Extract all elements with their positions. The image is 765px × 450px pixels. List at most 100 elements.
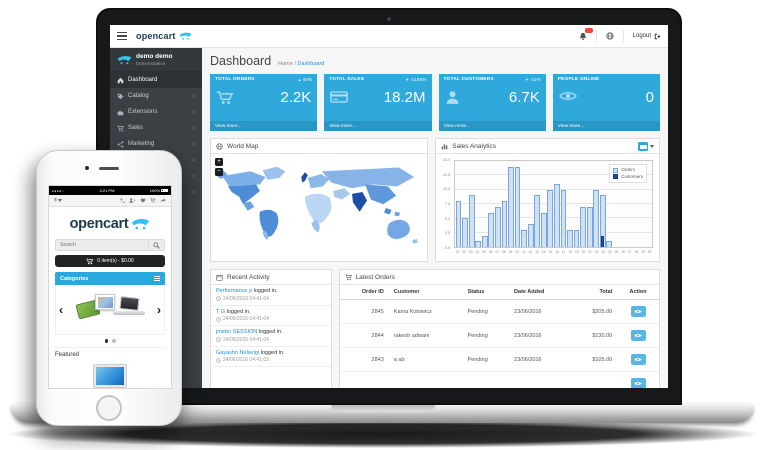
account-icon[interactable]	[129, 198, 136, 203]
share-icon	[117, 140, 124, 148]
activity-user-link[interactable]: jmeter SESSION	[216, 329, 258, 335]
x-axis-tick: 25	[614, 250, 619, 254]
map-zoom-in-button[interactable]: +	[215, 158, 223, 166]
wishlist-heart-icon[interactable]	[140, 198, 146, 203]
eye-icon	[634, 334, 642, 337]
currency-dropdown[interactable]: $	[54, 198, 63, 203]
activity-user-link[interactable]: Performance p	[216, 288, 253, 294]
sidebar-item-catalog[interactable]: Catalog ›	[110, 88, 202, 104]
eye-icon	[634, 358, 642, 361]
sales-chart-ylabels: 0.0 2.5 5.0 7.5 10.0 12.5 15.0	[436, 158, 452, 250]
activity-user-link[interactable]: T G	[216, 308, 226, 315]
carousel-next-button[interactable]: ›	[157, 302, 161, 317]
pagination-dot-active[interactable]	[104, 339, 108, 343]
chart-range-button[interactable]	[638, 141, 654, 151]
orders-bar	[462, 218, 468, 247]
sidebar-item-hidden-3[interactable]: ›	[110, 184, 202, 200]
y-axis-tick: 5.0	[444, 216, 451, 221]
view-order-button[interactable]	[630, 330, 646, 341]
legend-swatch-orders	[613, 167, 619, 173]
alerts-badge	[584, 27, 593, 33]
logout-button[interactable]: Logout	[633, 33, 661, 40]
x-axis-tick: 06	[488, 250, 493, 254]
panel-title: World Map	[227, 142, 259, 150]
product-image	[119, 296, 140, 312]
featured-product[interactable]	[49, 363, 171, 388]
kpi-people-online[interactable]: PEOPLE ONLINE 0 View more...	[552, 74, 660, 131]
breadcrumb-home[interactable]: Home	[278, 61, 293, 67]
map-zoom-out-button[interactable]: −	[215, 168, 223, 176]
view-more-link[interactable]: View more...	[324, 121, 432, 131]
eye-icon	[558, 90, 577, 102]
cart-icon[interactable]	[150, 198, 156, 203]
carousel-product-images[interactable]	[75, 293, 145, 327]
activity-user-link[interactable]: Gayashn Nelavigi	[216, 349, 260, 356]
battery-icon	[161, 188, 168, 193]
logo-text: opencart	[136, 31, 176, 41]
globe-icon	[216, 142, 223, 150]
orders-bar	[514, 166, 521, 247]
page-title: Dashboard	[210, 54, 272, 68]
view-more-link[interactable]: View more...	[210, 121, 318, 131]
view-order-button[interactable]	[630, 354, 646, 365]
x-axis-tick: 27	[628, 250, 632, 254]
x-axis-tick: 05	[482, 250, 486, 254]
view-more-link[interactable]: View more...	[552, 121, 660, 131]
phone-device: ●●●●○ 4:21 PM 100% $ open	[36, 150, 182, 426]
panel-title: Latest Orders	[355, 273, 395, 281]
calendar-icon	[638, 141, 648, 151]
laptop-base	[12, 404, 753, 423]
kpi-total-sales[interactable]: TOTAL SALES ▾ -1188% 18.2M View more...	[324, 74, 432, 131]
menu-icon	[154, 275, 160, 282]
cart-icon	[216, 90, 234, 105]
categories-label: Categories	[60, 275, 89, 282]
x-axis-tick: 21	[588, 250, 592, 254]
bell-icon	[579, 32, 586, 40]
orders-bar	[560, 189, 567, 247]
sidebar-item-dashboard[interactable]: Dashboard	[110, 72, 202, 88]
carousel-prev-button[interactable]: ‹	[59, 302, 63, 317]
pagination-dot[interactable]	[112, 339, 116, 343]
x-axis-tick: 11	[522, 250, 526, 254]
opencart-logo[interactable]: opencart	[136, 31, 192, 41]
home-button[interactable]	[96, 395, 122, 421]
activity-item: Performance p logged in. 24/06/2016 04:4…	[211, 285, 331, 306]
view-more-link[interactable]: View more...	[438, 121, 546, 131]
view-order-button[interactable]	[630, 378, 646, 388]
sidebar-profile[interactable]: demo demo Demonstration	[110, 48, 202, 72]
sidebar-item-hidden-1[interactable]: ›	[110, 152, 202, 168]
chart-legend: Orders Customers	[609, 164, 647, 183]
x-axis-tick: 16	[555, 250, 559, 254]
sidebar-item-hidden-2[interactable]: ›	[110, 168, 202, 184]
orders-bar	[540, 212, 547, 247]
globe-icon	[606, 32, 614, 40]
eye-icon	[634, 310, 642, 313]
alerts-button[interactable]	[579, 27, 593, 41]
sidebar-item-extensions[interactable]: Extensions ›	[110, 104, 202, 120]
store-logo[interactable]: opencart	[49, 207, 171, 238]
front-camera-icon	[85, 166, 89, 170]
orders-bar	[573, 229, 580, 247]
orders-bar	[599, 195, 606, 247]
logo-text: opencart	[69, 216, 129, 232]
sidebar-item-sales[interactable]: Sales ›	[110, 120, 202, 136]
menu-toggle-icon[interactable]	[117, 31, 127, 41]
kpi-badge: ▾ -11%	[525, 77, 541, 82]
stores-button[interactable]	[606, 32, 614, 40]
sidebar-item-marketing[interactable]: Marketing ›	[110, 136, 202, 152]
order-row: 2844 rakesh adwani Pending 23/06/2016 $1…	[339, 323, 659, 348]
share-icon[interactable]	[160, 198, 166, 203]
search-input[interactable]	[56, 240, 148, 250]
search-button[interactable]	[148, 240, 164, 250]
tag-icon	[117, 93, 124, 100]
cart-summary-button[interactable]: 0 item(s) - $0.00	[55, 255, 165, 267]
world-map[interactable]: + −	[211, 154, 428, 261]
view-order-button[interactable]	[630, 306, 646, 317]
phone-icon[interactable]	[120, 198, 125, 203]
x-axis-tick: 02	[462, 250, 466, 254]
kpi-total-customers[interactable]: TOTAL CUSTOMERS ▾ -11% 6.7K View more...	[438, 74, 546, 131]
kpi-total-orders[interactable]: TOTAL ORDERS ▴ 40% 2.2K View more...	[210, 74, 318, 131]
categories-bar[interactable]: Categories	[55, 272, 165, 285]
x-axis-tick: 18	[568, 250, 572, 254]
x-axis-tick: 20	[581, 250, 586, 254]
